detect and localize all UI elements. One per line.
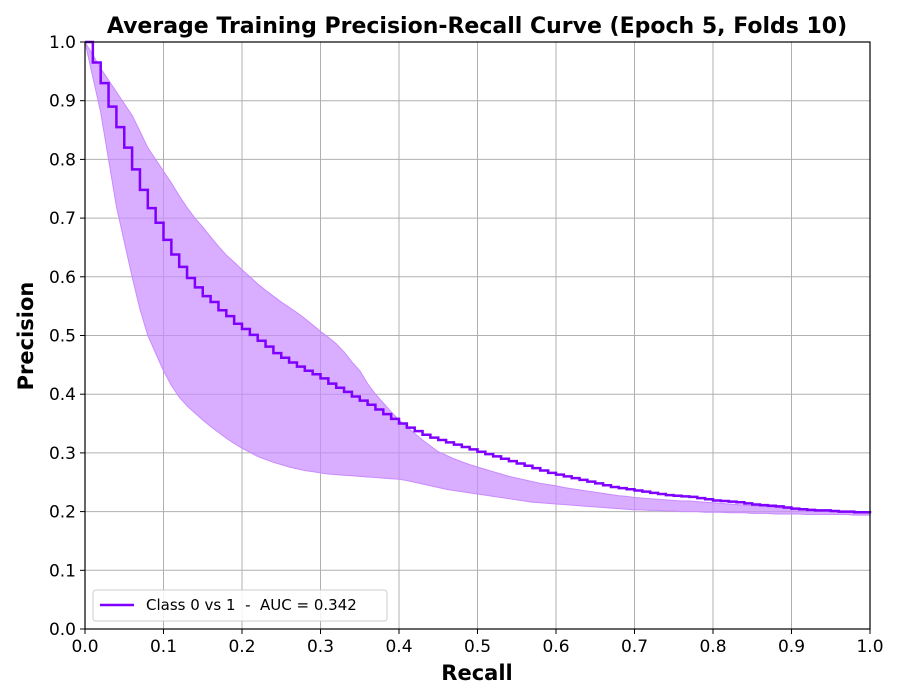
y-axis-ticks: 0.0 0.1 0.2 0.3 0.4 0.5 0.6 0.7 0.8 0.9 1.0 (49, 33, 85, 640)
x-tick-label: 0.9 (778, 637, 805, 657)
y-tick-label: 0.7 (49, 209, 76, 229)
x-tick-label: 0.5 (464, 637, 491, 657)
y-tick-label: 0.2 (49, 503, 76, 523)
y-tick-label: 1.0 (49, 33, 76, 53)
legend: Class 0 vs 1 - AUC = 0.342 (92, 589, 388, 622)
x-tick-label: 0.7 (621, 637, 648, 657)
y-tick-label: 0.3 (49, 444, 76, 464)
x-tick-label: 0.6 (542, 637, 569, 657)
y-tick-label: 0.1 (49, 561, 76, 581)
y-axis-label: Precision (14, 282, 38, 391)
x-axis-label: Recall (441, 661, 512, 685)
y-tick-label: 0.8 (49, 150, 76, 170)
y-tick-label: 0.4 (49, 385, 76, 405)
y-tick-label: 0.9 (49, 92, 76, 112)
x-tick-label: 0.4 (385, 637, 412, 657)
y-tick-label: 0.0 (49, 620, 76, 640)
legend-box (92, 589, 388, 622)
x-tick-label: 1.0 (856, 637, 883, 657)
x-axis-ticks: 0.0 0.1 0.2 0.3 0.4 0.5 0.6 0.7 0.8 0.9 1.0 (71, 629, 884, 657)
legend-label: Class 0 vs 1 - AUC = 0.342 (146, 596, 357, 614)
chart-title: Average Training Precision-Recall Curve … (107, 14, 847, 39)
x-tick-label: 0.0 (71, 637, 98, 657)
y-tick-label: 0.5 (49, 327, 76, 347)
x-tick-label: 0.8 (699, 637, 726, 657)
series-line (85, 40, 872, 514)
y-tick-label: 0.6 (49, 268, 76, 288)
x-tick-label: 0.1 (150, 637, 177, 657)
x-tick-label: 0.2 (228, 637, 255, 657)
x-tick-label: 0.3 (307, 637, 334, 657)
precision-curve (85, 40, 872, 514)
